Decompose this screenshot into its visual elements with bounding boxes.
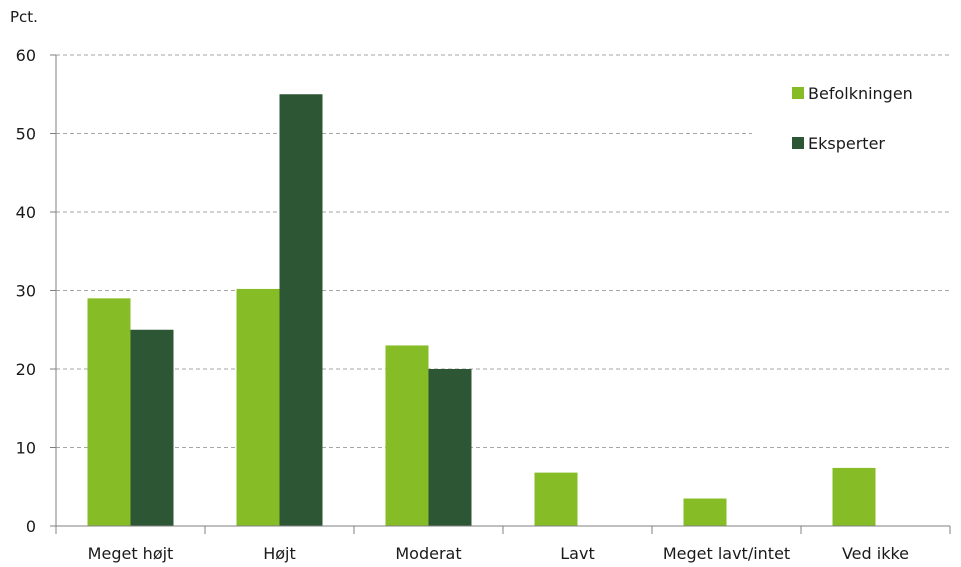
bar-eksperter-2 — [428, 369, 472, 526]
bar-befolkningen-2 — [385, 345, 429, 526]
y-tick-label-20: 20 — [16, 360, 36, 379]
legend-swatch-eksperter — [792, 137, 804, 149]
y-tick-label-0: 0 — [26, 517, 36, 536]
x-category-label-2: Moderat — [395, 544, 461, 563]
legend: Befolkningen Eksperter — [792, 84, 913, 153]
x-category-label-0: Meget højt — [88, 544, 174, 563]
y-axis-ticks: 0 10 20 30 40 50 60 — [16, 46, 56, 536]
y-axis-unit-label: Pct. — [10, 8, 38, 26]
y-tick-label-30: 30 — [16, 282, 36, 301]
gridlines — [56, 54, 950, 448]
legend-label-befolkningen: Befolkningen — [808, 84, 913, 103]
x-category-label-3: Lavt — [560, 544, 594, 563]
y-tick-label-40: 40 — [16, 203, 36, 222]
y-tick-label-50: 50 — [16, 125, 36, 144]
axes — [55, 55, 951, 534]
x-category-label-4: Meget lavt/intet — [663, 544, 790, 563]
x-category-label-1: Højt — [263, 544, 296, 563]
bars — [87, 94, 876, 526]
x-category-label-5: Ved ikke — [842, 544, 909, 563]
bar-befolkningen-3 — [534, 472, 578, 526]
x-axis-labels: Meget højt Højt Moderat Lavt Meget lavt/inte… — [88, 544, 909, 563]
bar-befolkningen-1 — [236, 288, 280, 526]
bar-eksperter-0 — [130, 329, 174, 526]
bar-befolkningen-5 — [832, 467, 876, 526]
legend-label-eksperter: Eksperter — [808, 134, 885, 153]
bar-befolkningen-4 — [683, 498, 727, 526]
y-tick-label-60: 60 — [16, 46, 36, 65]
legend-swatch-befolkningen — [792, 87, 804, 99]
y-tick-label-10: 10 — [16, 439, 36, 458]
bar-befolkningen-0 — [87, 298, 131, 526]
bar-eksperter-1 — [279, 94, 323, 526]
